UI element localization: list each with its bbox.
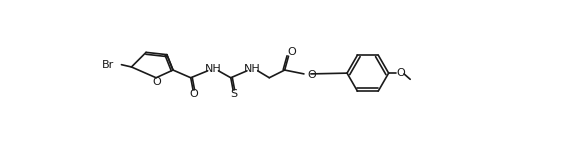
Text: O: O [308,70,316,80]
Text: O: O [396,68,406,78]
Text: O: O [189,89,198,99]
Text: NH: NH [244,63,261,73]
Text: NH: NH [205,63,221,73]
Text: S: S [231,89,237,99]
Text: O: O [287,47,296,57]
Text: Br: Br [101,60,114,70]
Text: O: O [153,77,161,87]
